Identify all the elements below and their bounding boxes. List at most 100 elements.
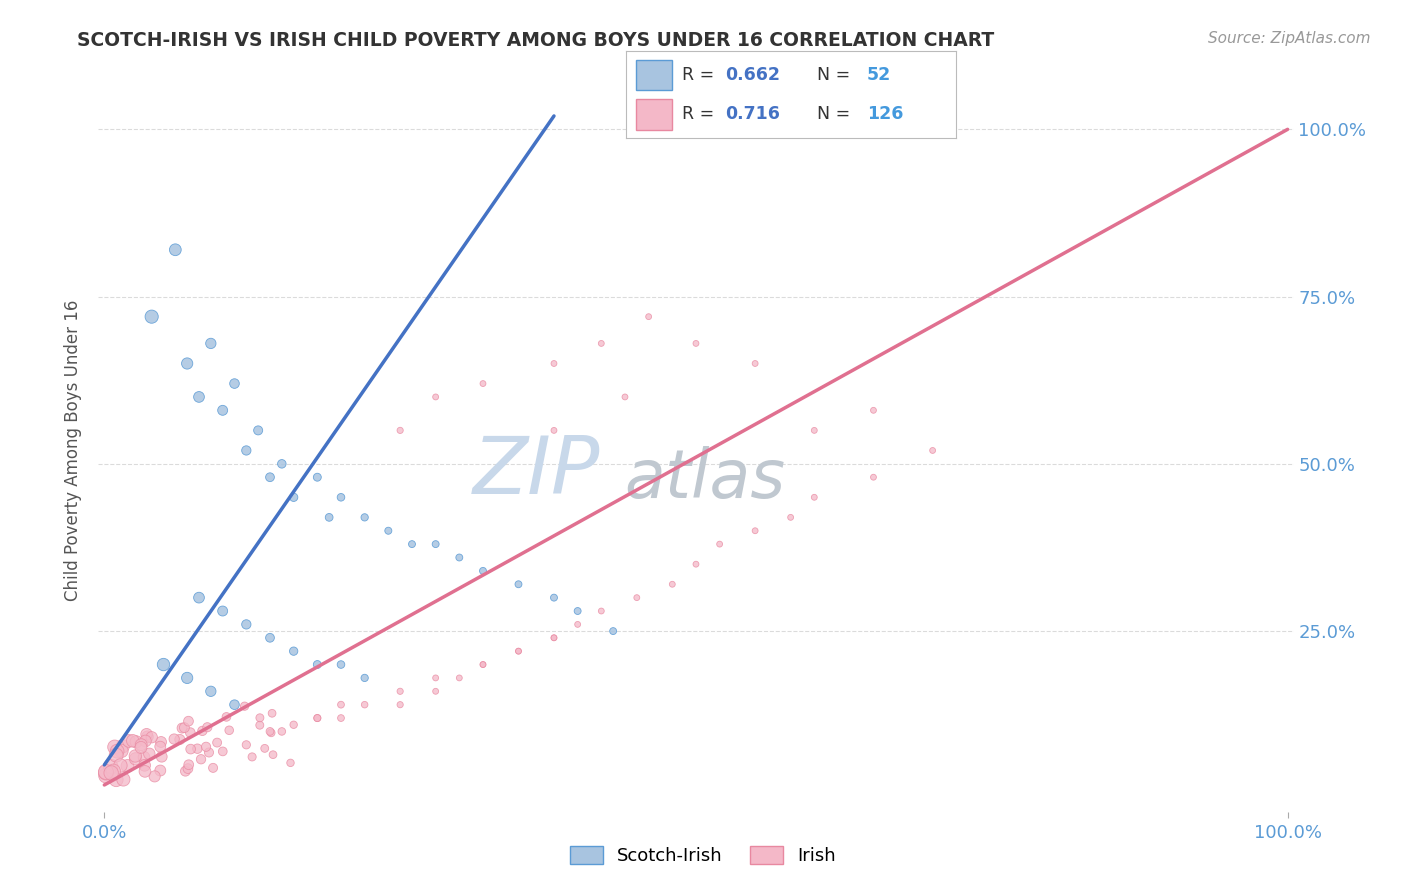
Point [132,750,155,764]
Point [163,732,186,747]
Text: 0.716: 0.716 [725,105,780,123]
Point [177,757,200,772]
Point [283,717,305,731]
Point [149,764,172,778]
Point [110,744,132,758]
Point [307,711,329,725]
Point [224,698,246,712]
Point [247,424,270,438]
Point [508,644,530,658]
Text: atlas: atlas [624,446,786,512]
Point [803,424,825,438]
Text: Source: ZipAtlas.com: Source: ZipAtlas.com [1208,31,1371,46]
Point [472,564,495,578]
Point [224,376,246,391]
Point [143,769,166,783]
Point [425,671,447,685]
Point [112,772,135,787]
Point [211,403,233,417]
Point [118,734,141,748]
Point [165,243,187,257]
Point [191,723,214,738]
Point [472,657,495,672]
Point [543,591,565,605]
Point [177,714,200,728]
Point [176,671,198,685]
Text: ZIP: ZIP [472,434,600,511]
Point [508,644,530,658]
Point [235,738,257,752]
Text: N =: N = [817,105,856,123]
Point [173,721,195,735]
Point [803,491,825,505]
Point [195,739,218,754]
Point [921,443,943,458]
Point [425,537,447,551]
Point [125,735,148,749]
Point [389,684,412,698]
Point [543,631,565,645]
Point [591,604,613,618]
Point [685,557,707,572]
Point [330,657,353,672]
Point [94,768,117,782]
Point [188,591,211,605]
Point [200,336,222,351]
Text: SCOTCH-IRISH VS IRISH CHILD POVERTY AMONG BOYS UNDER 16 CORRELATION CHART: SCOTCH-IRISH VS IRISH CHILD POVERTY AMON… [77,31,994,50]
Point [330,491,353,505]
Text: 0.662: 0.662 [725,66,780,84]
Point [100,759,122,773]
Point [235,617,257,632]
Point [567,617,589,632]
Point [283,644,305,658]
Point [626,591,648,605]
Point [259,724,281,739]
Bar [636,60,672,90]
Point [136,730,159,744]
Point [543,356,565,371]
Point [117,759,139,773]
Point [779,510,801,524]
Point [249,711,271,725]
Text: 126: 126 [868,105,903,123]
Point [307,711,329,725]
Point [614,390,637,404]
Point [150,749,173,764]
Point [138,747,160,761]
Y-axis label: Child Poverty Among Boys Under 16: Child Poverty Among Boys Under 16 [65,300,83,601]
Point [262,706,284,721]
Point [134,758,156,772]
Point [472,657,495,672]
Point [141,310,163,324]
Point [211,744,233,758]
Text: R =: R = [682,66,720,84]
Text: N =: N = [817,66,856,84]
Point [188,390,211,404]
Point [508,577,530,591]
Point [307,470,329,484]
Point [233,699,256,714]
Point [685,336,707,351]
Point [129,738,152,752]
Point [105,748,128,763]
Point [330,698,353,712]
Point [152,657,174,672]
Point [353,671,375,685]
Point [103,764,125,779]
Point [260,726,283,740]
Point [262,747,284,762]
Point [195,720,218,734]
Point [176,356,198,371]
Point [190,752,212,766]
Point [259,631,281,645]
Legend: Scotch-Irish, Irish: Scotch-Irish, Irish [561,837,845,874]
Point [709,537,731,551]
Point [744,356,766,371]
Point [124,752,146,766]
Point [170,721,193,735]
Point [124,749,146,764]
Point [134,734,156,748]
Point [661,577,683,591]
Point [215,710,238,724]
Point [200,684,222,698]
